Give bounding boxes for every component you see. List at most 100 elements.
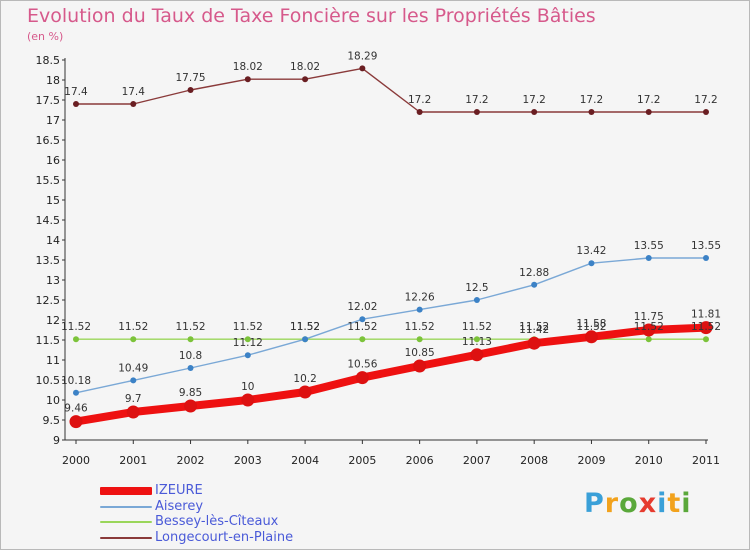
data-label: 10.56 [347, 359, 377, 371]
data-label: 11.52 [290, 321, 320, 333]
series-point [642, 323, 656, 337]
series-point [588, 109, 595, 115]
data-label: 10.18 [61, 375, 91, 387]
series-point [645, 336, 652, 343]
series-point [703, 255, 709, 261]
data-label: 9.85 [179, 387, 202, 399]
proxiti-logo: Proxiti [584, 488, 692, 519]
data-label: 17.2 [465, 94, 488, 106]
legend-label: Bessey-lès-Cîteaux [155, 514, 279, 529]
y-tick-label: 14 [46, 234, 60, 247]
logo-letter: r [604, 488, 620, 519]
series-point [584, 330, 598, 344]
data-label: 10 [241, 381, 254, 393]
data-label: 11.75 [634, 311, 664, 323]
chart-title: Evolution du Taux de Taxe Foncière sur l… [27, 5, 596, 27]
unit-label: (en %) [27, 30, 64, 43]
series-point [527, 336, 541, 350]
series-point [473, 336, 480, 343]
series-point [645, 255, 652, 261]
series-point [184, 399, 198, 413]
x-tick-label: 2000 [62, 454, 90, 467]
legend-swatch [100, 505, 152, 508]
series-point [73, 336, 79, 343]
y-tick-label: 10.5 [36, 374, 61, 387]
data-label: 11.52 [290, 321, 320, 333]
chart-series [69, 65, 713, 429]
data-label: 11.52 [576, 321, 606, 333]
series-point [473, 109, 480, 115]
series-point [187, 365, 194, 371]
series-point [416, 306, 423, 313]
data-label: 11.13 [462, 336, 492, 348]
y-tick-label: 13.5 [36, 254, 61, 267]
legend-swatch [100, 521, 152, 523]
data-label: 17.4 [64, 86, 88, 98]
logo-letter: i [657, 488, 668, 519]
series-point [241, 393, 255, 407]
data-label: 18.29 [347, 50, 377, 62]
legend-label: IZEURE [155, 483, 203, 498]
data-label: 17.75 [176, 72, 206, 84]
data-label: 13.55 [691, 240, 721, 252]
data-label: 13.55 [634, 240, 664, 252]
y-tick-label: 16 [46, 154, 60, 167]
data-label: 9.46 [64, 403, 88, 415]
x-tick-label: 2009 [577, 454, 605, 467]
data-label: 11.52 [61, 321, 91, 333]
y-tick-label: 12.5 [36, 294, 61, 307]
series-point [416, 336, 423, 343]
y-tick-label: 12 [46, 314, 60, 327]
series-point [298, 385, 312, 399]
logo-letter: x [638, 488, 658, 519]
series-point [244, 76, 251, 83]
series-point [73, 389, 79, 396]
data-label: 10.8 [179, 350, 202, 362]
series-point [187, 336, 194, 343]
series-point [302, 76, 309, 83]
y-tick-label: 9 [53, 434, 60, 447]
data-label: 11.12 [233, 337, 263, 349]
data-label: 11.81 [691, 309, 721, 321]
x-tick-label: 2004 [291, 454, 319, 467]
data-label: 11.52 [462, 321, 492, 333]
data-label: 17.2 [408, 94, 431, 106]
data-label: 11.52 [347, 321, 377, 333]
series-point [699, 321, 713, 335]
x-tick-label: 2003 [234, 454, 262, 467]
data-label: 17.2 [522, 94, 545, 106]
logo-letter: P [584, 488, 605, 519]
series-line [75, 67, 707, 113]
data-label: 11.58 [576, 318, 606, 330]
series-point [359, 65, 366, 72]
x-tick-label: 2010 [635, 454, 663, 467]
chart-data-labels: 17.4 17.4 17.75 18.02 18.02 18.29 17.2 17.2 17.2… [61, 50, 721, 414]
data-label: 17.2 [694, 94, 717, 106]
series-point [73, 101, 79, 107]
x-tick-label: 2002 [177, 454, 205, 467]
legend-label: Aiserey [155, 498, 204, 514]
data-label: 11.42 [519, 324, 549, 336]
x-tick-label: 2007 [463, 454, 491, 467]
x-tick-label: 2005 [348, 454, 376, 467]
data-label: 11.52 [118, 321, 148, 333]
series-point [355, 371, 369, 385]
series-point [302, 336, 309, 343]
data-label: 11.52 [405, 321, 435, 333]
data-label: 12.5 [465, 282, 488, 294]
x-tick-label: 2008 [520, 454, 548, 467]
series-point [473, 297, 480, 303]
series-point [130, 101, 137, 107]
legend-swatch [100, 487, 152, 495]
data-label: 9.7 [125, 393, 142, 405]
data-label: 11.52 [519, 321, 549, 333]
data-label: 12.02 [347, 301, 377, 313]
y-tick-label: 11.5 [36, 334, 61, 347]
data-label: 11.52 [691, 321, 721, 333]
y-tick-label: 9.5 [43, 414, 61, 427]
data-label: 11.52 [176, 321, 206, 333]
x-tick-label: 2006 [406, 454, 434, 467]
legend-swatch [100, 536, 152, 539]
data-label: 17.2 [580, 94, 603, 106]
